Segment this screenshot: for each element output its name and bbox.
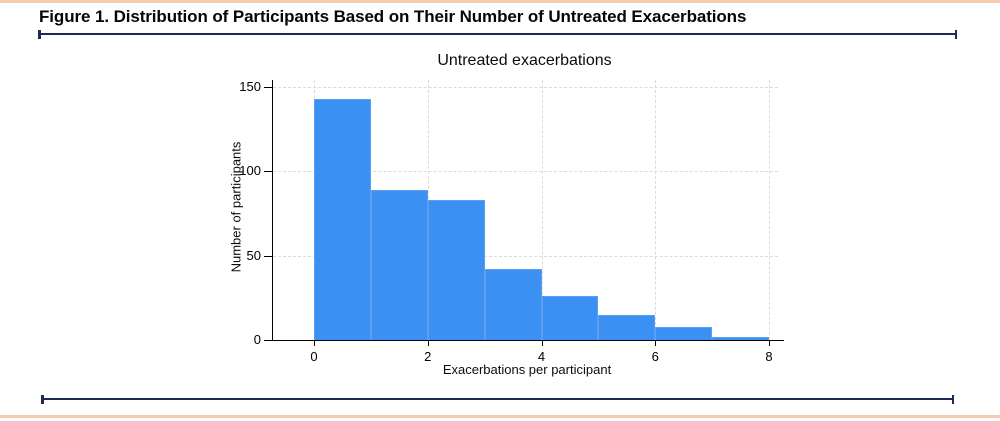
x-tick-label: 8 [765,349,773,364]
histogram-bar [655,326,713,340]
x-tick-label: 4 [537,349,546,364]
y-tick-label: 0 [253,332,261,347]
x-tick-label: 2 [424,349,432,364]
gridline-horizontal [273,87,778,88]
top-rule [38,29,957,39]
y-axis-tick [264,87,272,88]
bottom-accent-border [0,415,1000,418]
gridline-vertical [541,80,543,340]
gridline-vertical [655,80,657,340]
x-axis-label: Exacerbations per participant [442,362,612,377]
histogram-bar [541,296,599,340]
x-tick-label: 6 [651,349,659,364]
x-axis-tick [655,340,657,346]
histogram-bar [370,189,428,340]
x-axis-tick [314,340,315,346]
plot-area: 0 50 100 150 0 2 4 6 8 [239,80,784,364]
x-tick-label: 0 [310,349,318,364]
y-axis-tick [264,340,272,341]
y-tick-label: 150 [239,79,261,94]
x-axis-tick [427,340,429,346]
x-axis-tick [541,340,543,346]
histogram-bar [314,98,371,340]
gridline-horizontal [273,255,778,257]
gridline-horizontal [273,171,778,173]
y-tick-label: 100 [239,163,261,179]
histogram-bar [598,314,656,340]
top-accent-border [0,0,1000,3]
bottom-rule [41,394,954,404]
histogram-bar [712,336,769,340]
y-axis-tick [264,171,272,173]
y-axis-tick [264,255,272,257]
chart-title: Untreated exacerbations [437,52,612,69]
y-tick-label: 50 [246,247,261,263]
histogram-bar [427,200,485,340]
gridline-vertical [769,80,770,340]
x-axis-tick [769,340,770,346]
figure-title: Figure 1. Distribution of Participants B… [39,7,747,26]
histogram-bar [484,269,542,340]
